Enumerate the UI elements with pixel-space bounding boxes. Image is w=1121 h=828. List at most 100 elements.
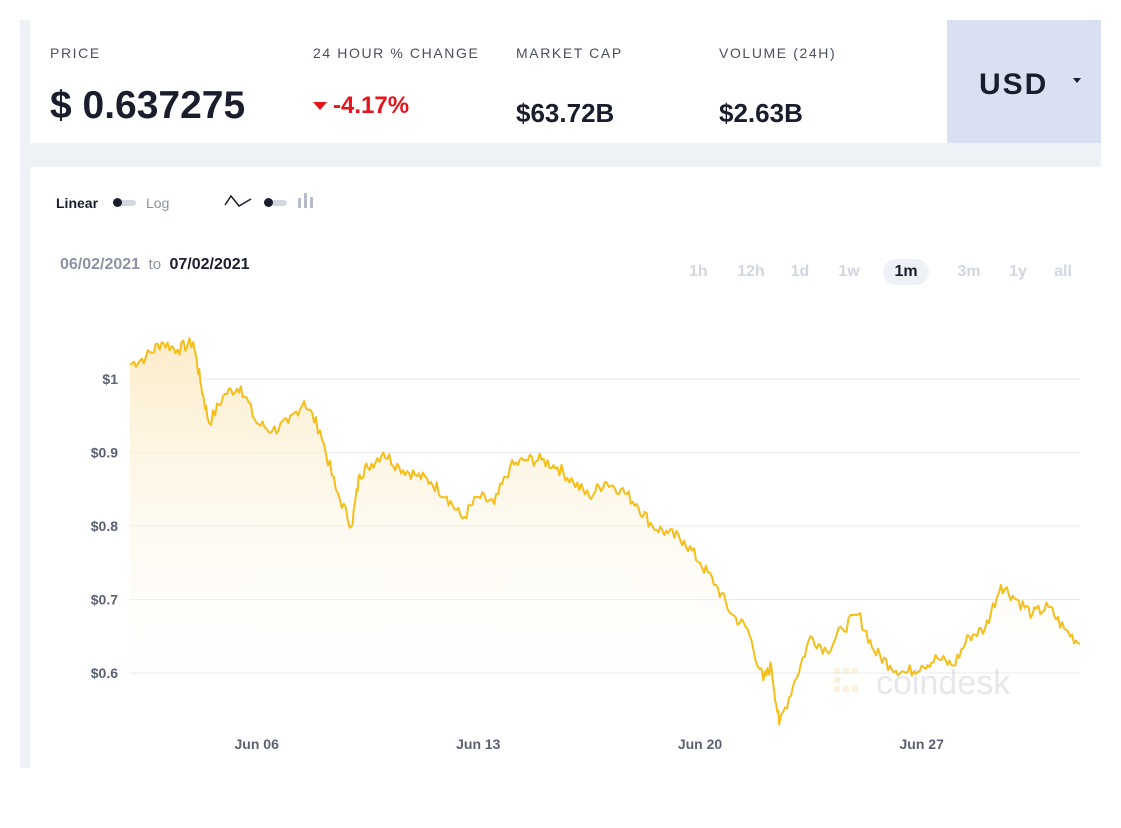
price-point	[1016, 599, 1018, 601]
range-all[interactable]: all	[1054, 263, 1072, 280]
price-point	[810, 635, 812, 637]
price-point	[430, 481, 432, 483]
y-tick-label: $0.7	[91, 592, 118, 608]
price-point	[636, 503, 638, 505]
price-point	[905, 672, 907, 674]
price-point	[367, 466, 369, 468]
price-point	[335, 488, 337, 490]
price-point	[794, 679, 796, 681]
price-point	[952, 665, 954, 667]
price-point	[572, 481, 574, 483]
x-tick-label: Jun 27	[900, 736, 945, 752]
x-tick-label: Jun 20	[678, 736, 723, 752]
price-point	[509, 466, 511, 468]
price-point	[652, 525, 654, 527]
price-point	[984, 628, 986, 630]
x-tick-label: Jun 06	[235, 736, 280, 752]
scale-log-label[interactable]: Log	[146, 195, 170, 211]
price-area-fill	[130, 338, 1080, 728]
price-point	[200, 385, 202, 387]
price-point	[667, 532, 669, 534]
price-point	[256, 422, 258, 424]
date-range: 06/02/2021 to 07/02/2021	[60, 256, 250, 274]
price-point	[873, 650, 875, 652]
price-point	[1079, 643, 1081, 645]
price-label: PRICE	[50, 45, 101, 61]
change-value-row: -4.17%	[313, 92, 409, 120]
price-point	[604, 481, 606, 483]
price-point	[715, 584, 717, 586]
range-3m[interactable]: 3m	[957, 263, 981, 280]
caret-down-icon	[1073, 78, 1081, 83]
range-1h[interactable]: 1h	[689, 263, 708, 280]
price-point	[857, 613, 859, 615]
price-point	[778, 723, 780, 725]
range-1w[interactable]: 1w	[838, 263, 860, 280]
change-label: 24 HOUR % CHANGE	[313, 45, 480, 61]
x-tick-label: Jun 13	[456, 736, 501, 752]
x-axis-ticks: Jun 06 Jun 13 Jun 20 Jun 27	[235, 736, 945, 752]
price-point	[762, 679, 764, 681]
range-12h[interactable]: 12h	[737, 263, 765, 280]
down-triangle-icon	[313, 102, 327, 110]
price-point	[240, 385, 242, 387]
price-point	[145, 356, 147, 358]
date-to-word: to	[148, 256, 162, 273]
chart-type-switch[interactable]	[264, 198, 287, 207]
price-point	[541, 459, 543, 461]
price-point	[1063, 628, 1065, 630]
price-point	[525, 459, 527, 461]
marketcap-value: $63.72B	[516, 98, 615, 128]
y-tick-label: $0.9	[91, 445, 118, 461]
price-point	[208, 422, 210, 424]
volume-label: VOLUME (24H)	[719, 45, 837, 61]
price-point	[287, 422, 289, 424]
price-point	[620, 488, 622, 490]
y-tick-label: $1	[102, 371, 118, 387]
candlestick-chart-icon[interactable]	[296, 192, 316, 210]
chart-type-switch-knob	[264, 198, 273, 207]
price-point	[303, 400, 305, 402]
price-point	[446, 496, 448, 498]
price-point	[129, 363, 131, 365]
currency-dropdown[interactable]: USD	[947, 20, 1101, 143]
price-point	[351, 525, 353, 527]
price-point	[921, 665, 923, 667]
currency-label: USD	[979, 68, 1049, 101]
marketcap-label: MARKET CAP	[516, 45, 623, 61]
change-value: -4.17%	[333, 92, 410, 119]
price-point	[557, 466, 559, 468]
price-point	[731, 613, 733, 615]
price-point	[414, 474, 416, 476]
price-point	[683, 540, 685, 542]
price-point	[462, 518, 464, 520]
price-point	[1047, 606, 1049, 608]
price-point	[1000, 584, 1002, 586]
date-to: 07/02/2021	[169, 256, 250, 273]
volume-value: $2.63B	[719, 98, 803, 128]
price-value: $ 0.637275	[50, 84, 246, 127]
price-point	[588, 496, 590, 498]
price-point	[889, 665, 891, 667]
range-selector: 1h 12h 1d 1w 1m 3m 1y all	[30, 259, 1101, 287]
price-point	[842, 628, 844, 630]
line-chart-icon[interactable]	[224, 193, 252, 209]
range-1m[interactable]: 1m	[883, 259, 929, 285]
price-point	[826, 650, 828, 652]
price-point	[1032, 613, 1034, 615]
price-point	[398, 466, 400, 468]
range-1d[interactable]: 1d	[790, 263, 810, 280]
range-1y[interactable]: 1y	[1009, 263, 1027, 280]
price-point	[319, 429, 321, 431]
date-from: 06/02/2021	[60, 256, 141, 273]
price-point	[272, 429, 274, 431]
stats-bar: PRICE $ 0.637275 24 HOUR % CHANGE -4.17%…	[30, 20, 947, 143]
price-point	[493, 503, 495, 505]
price-point	[224, 393, 226, 395]
scale-linear-label[interactable]: Linear	[56, 195, 99, 211]
price-point	[968, 635, 970, 637]
price-point	[937, 657, 939, 659]
scale-switch[interactable]	[113, 198, 136, 207]
price-point	[161, 341, 163, 343]
